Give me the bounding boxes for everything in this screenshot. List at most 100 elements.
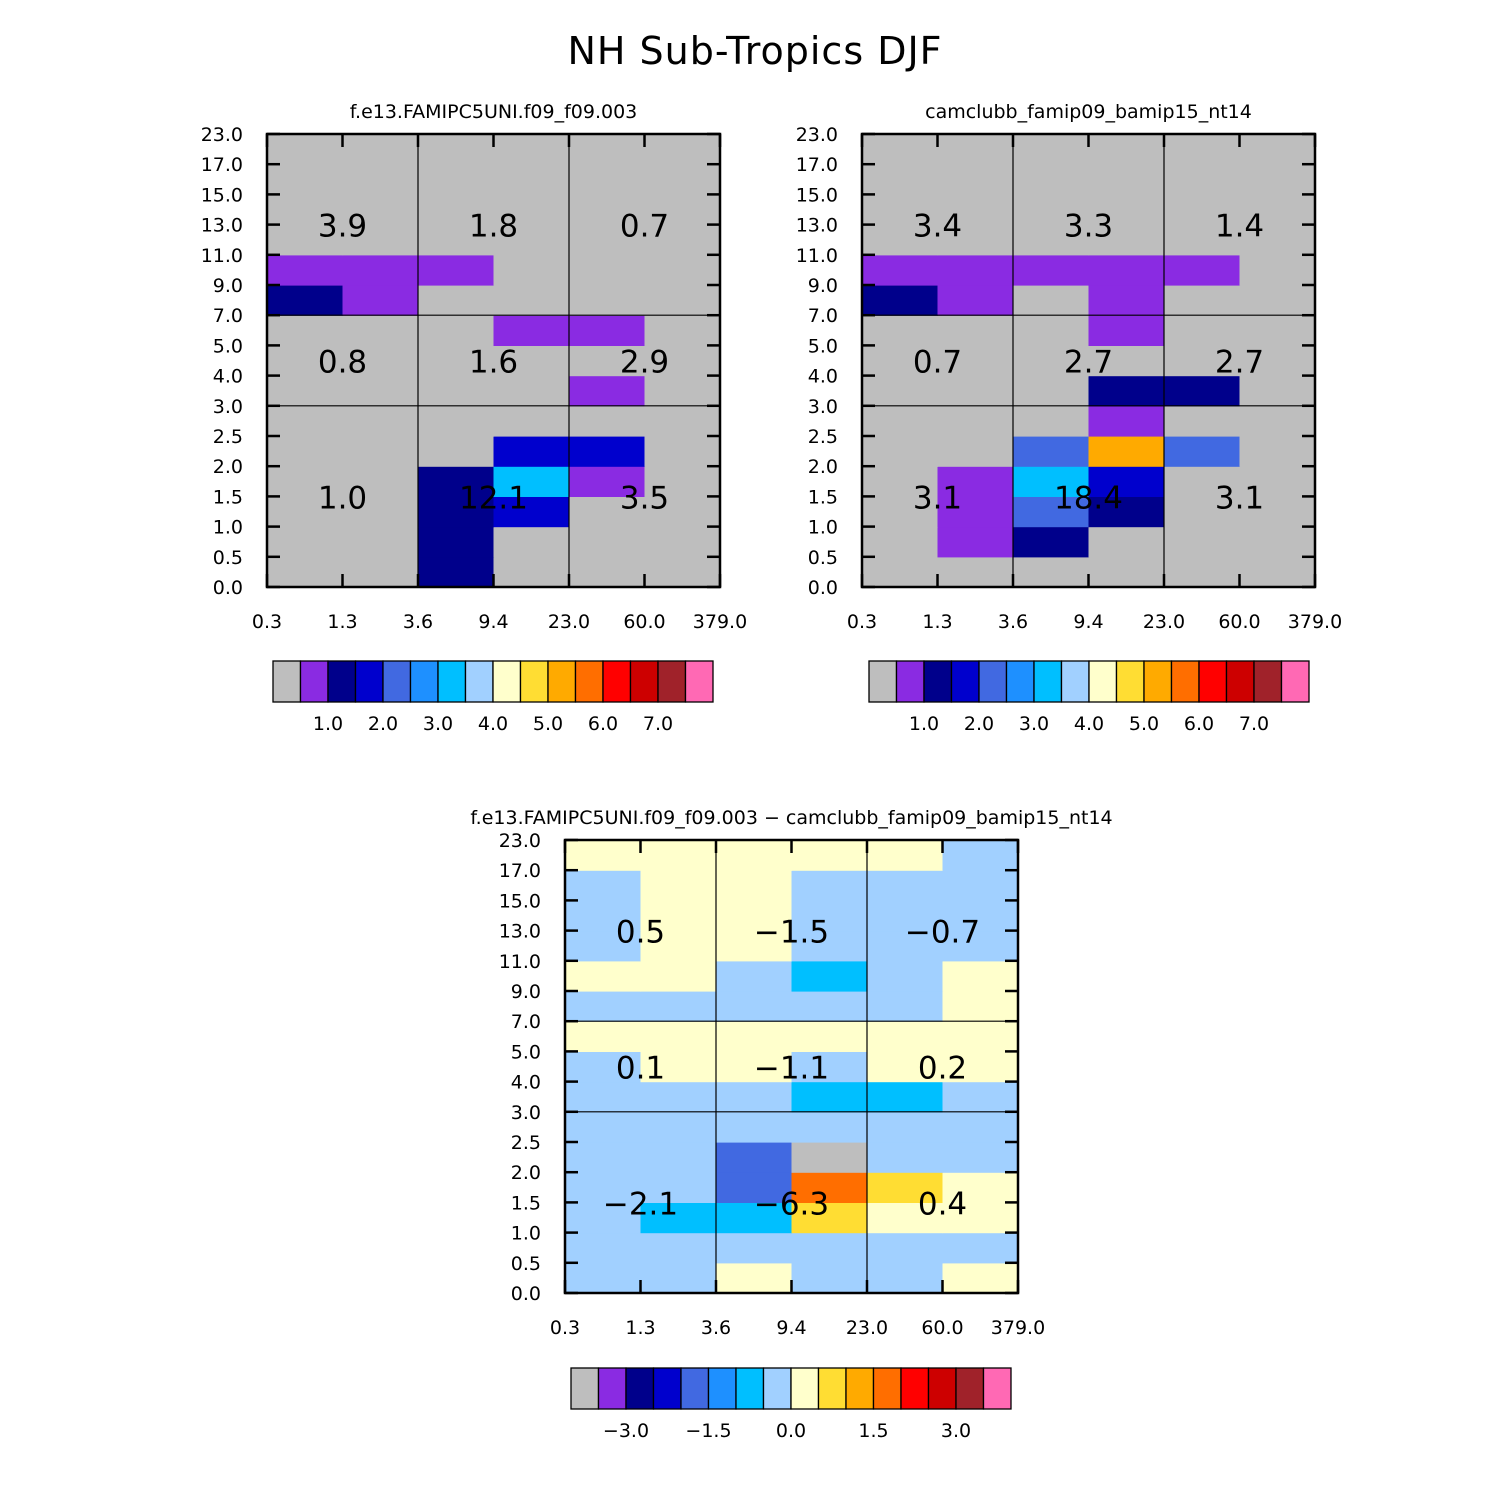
colorbar-box [354,660,384,703]
heatmap-cell [342,375,419,407]
heatmap-cell [644,224,721,256]
heatmap-cell [569,194,646,226]
heatmap-cell [1088,556,1165,588]
colorbar-box [735,1367,765,1410]
y-tick-label: 7.0 [808,305,838,327]
heatmap-cell [267,375,344,407]
colorbar-label: −1.5 [685,1420,731,1442]
y-tick-label: 13.0 [201,215,243,237]
heatmap-cell [267,436,344,467]
y-tick-label: 1.5 [511,1192,541,1214]
heatmap-cell [937,405,1014,437]
heatmap-cell [267,134,344,165]
x-tick-label: 9.4 [478,611,508,633]
colorbar-box [492,660,522,703]
heatmap-cell [418,224,495,256]
heatmap-cell [644,285,721,316]
heatmap-cell [644,254,721,286]
colorbar-label: 4.0 [1074,713,1104,735]
heatmap-cell [1013,194,1090,226]
group-value: 0.8 [318,345,367,381]
heatmap-cell [493,164,570,195]
heatmap-cell [867,840,944,871]
group-value: 0.5 [616,915,665,951]
heatmap-cell [565,1172,642,1203]
heatmap-cell [1013,375,1090,407]
colorbar-box [1170,660,1200,703]
colorbar-box [762,1367,792,1410]
colorbar-box [519,660,549,703]
heatmap-cell [569,164,646,195]
heatmap-cell [1164,405,1241,437]
y-tick-label: 13.0 [499,921,541,943]
heatmap-cell [493,556,570,588]
heatmap-cell [937,164,1014,195]
heatmap-cell [640,870,717,901]
heatmap-cell [1013,285,1090,316]
heatmap-cell [716,1021,793,1052]
colorbar-box [327,660,357,703]
heatmap-cell [644,194,721,226]
heatmap-cell [418,345,495,377]
heatmap-cell [1088,285,1165,316]
heatmap-cell [937,436,1014,467]
heatmap-cell [1164,436,1241,467]
x-tick-label: 1.3 [922,611,952,633]
heatmap-cell [791,1021,868,1052]
heatmap-cell [493,224,570,256]
y-tick-label: 0.0 [511,1283,541,1305]
heatmap-cell [644,526,721,558]
heatmap-cell [418,496,495,528]
heatmap-cell [867,900,944,932]
colorbar: 1.0 2.0 3.0 4.0 5.0 6.0 7.0 [868,660,1310,735]
y-tick-label: 1.5 [213,486,243,508]
heatmap-cell [644,164,721,195]
heatmap-cell [937,254,1014,286]
colorbar-box [629,660,659,703]
heatmap-cell [342,496,419,528]
group-value: 3.3 [1064,209,1113,245]
heatmap-cell [644,134,721,165]
y-tick-label: 5.0 [213,335,243,357]
heatmap-cell [569,526,646,558]
colorbar-label: 0.0 [776,1420,806,1442]
heatmap-cell [1088,315,1165,346]
heatmap-cell [418,134,495,165]
heatmap-cell [942,1111,1019,1143]
heatmap-cell [862,285,939,316]
heatmap-cell [1013,134,1090,165]
y-tick-label: 3.0 [213,396,243,418]
heatmap-cell [716,1081,793,1113]
heatmap-cell [937,466,1014,497]
heatmap-cell [640,1051,717,1083]
group-value: 3.5 [620,480,669,516]
group-value: −1.1 [754,1051,829,1087]
heatmap-cell [867,1051,944,1083]
heatmap-cell [1239,345,1316,377]
y-tick-label: 3.0 [808,396,838,418]
group-value: 1.6 [469,345,518,381]
heatmap-cell [1013,254,1090,286]
y-tick-label: 9.0 [213,275,243,297]
y-tick-label: 9.0 [511,981,541,1003]
heatmap-cell [565,1202,642,1234]
heatmap-cell [867,960,944,992]
heatmap-cell [342,556,419,588]
group-value: 3.1 [913,480,962,516]
heatmap-cell [267,315,344,346]
y-tick-label: 2.0 [213,456,243,478]
colorbar-label: 7.0 [1239,713,1269,735]
heatmap-cell [565,1021,642,1052]
heatmap-cell [342,194,419,226]
y-tick-label: 3.0 [511,1102,541,1124]
y-tick-label: 5.0 [511,1041,541,1063]
heatmap-cell [644,315,721,346]
x-tick-label: 23.0 [548,611,590,633]
heatmap-cell [1239,556,1316,588]
heatmap-cell [716,930,793,962]
colorbar-box [927,1367,957,1410]
heatmap-cell [1164,466,1241,497]
heatmap-cell [791,870,868,901]
heatmap-cell [493,315,570,346]
heatmap-cell [942,1202,1019,1234]
